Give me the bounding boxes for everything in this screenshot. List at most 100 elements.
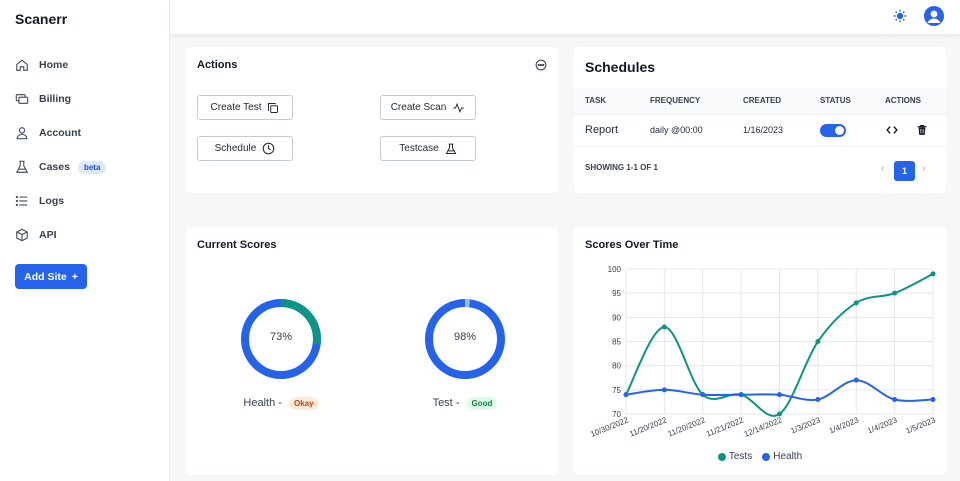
testcase-button[interactable]: Testcase: [380, 136, 476, 161]
next-page-button[interactable]: ›: [922, 163, 926, 174]
data-point-tests: [777, 411, 782, 417]
y-tick-label: 85: [612, 338, 621, 347]
sidebar-item-billing[interactable]: Billing: [0, 82, 170, 116]
trash-icon[interactable]: [916, 124, 928, 136]
legend-item-health[interactable]: Health: [762, 451, 802, 462]
actions-title: Actions: [197, 59, 238, 71]
x-tick-label: 12/14/2022: [743, 415, 784, 439]
cube-icon: [16, 228, 28, 242]
schedules-title: Schedules: [585, 59, 656, 75]
test-score-donut: [425, 299, 505, 379]
current-scores-title: Current Scores: [197, 239, 277, 251]
x-tick-label: 11/21/2022: [705, 415, 745, 438]
chart-title: Scores Over Time: [585, 239, 679, 251]
status-toggle[interactable]: [820, 123, 846, 137]
status-cell: [820, 114, 885, 147]
sidebar-item-account[interactable]: Account: [0, 116, 170, 150]
column-header-task: TASK: [574, 88, 650, 115]
flask-icon: [445, 143, 457, 154]
y-tick-label: 95: [612, 289, 621, 298]
y-tick-label: 80: [612, 362, 621, 371]
data-point-health: [623, 392, 629, 398]
data-point-tests: [661, 324, 667, 330]
user-avatar-icon[interactable]: [924, 6, 944, 26]
task-cell: Report: [574, 114, 650, 147]
data-point-health: [661, 387, 667, 393]
create-scan-label: Create Scan: [390, 102, 447, 113]
test-score-segment: [425, 299, 505, 379]
y-tick-label: 100: [608, 265, 622, 274]
pagination-summary: SHOWING 1-1 OF 1: [585, 163, 658, 172]
sidebar-item-logs[interactable]: Logs: [0, 184, 170, 218]
x-tick-label: 11/20/2022: [667, 415, 707, 438]
x-tick-label: 1/4/2023: [828, 415, 861, 435]
health-score-caption: Health - Okay: [206, 397, 356, 410]
actions-card: Actions Create Test Create Scan Schedule…: [186, 47, 558, 193]
legend-label-tests: Tests: [728, 451, 753, 462]
sidebar-item-api[interactable]: API: [0, 218, 170, 252]
y-tick-label: 70: [612, 410, 621, 419]
more-options-icon[interactable]: [535, 59, 547, 71]
legend-item-tests[interactable]: Tests: [717, 451, 753, 462]
scores-line-chart: 70758085909510010/30/202211/20/202211/20…: [589, 265, 937, 439]
user-icon: [16, 127, 28, 140]
data-point-health: [815, 397, 821, 402]
code-icon[interactable]: [885, 124, 899, 136]
x-tick-label: 11/20/2022: [628, 415, 668, 438]
sidebar-item-label: Logs: [39, 195, 65, 207]
data-point-health: [777, 392, 782, 398]
x-tick-label: 1/4/2023: [866, 415, 899, 435]
data-point-health: [700, 392, 706, 398]
create-scan-button[interactable]: Create Scan: [380, 95, 476, 120]
x-tick-label: 10/30/2022: [589, 415, 630, 439]
add-site-label: Add Site: [24, 270, 67, 283]
column-header-frequency: FREQUENCY: [650, 88, 743, 115]
legend-label-health: Health: [773, 451, 803, 462]
sidebar-item-label: Home: [39, 59, 69, 71]
sidebar: Scanerr Home Billing Account Cases beta …: [0, 0, 170, 481]
legend-swatch-health: [762, 452, 771, 461]
x-tick-label: 1/3/2023: [789, 415, 822, 435]
health-score-value: 73%: [269, 331, 293, 343]
frequency-cell: daily @00:00: [650, 114, 743, 147]
page-1-button[interactable]: 1: [894, 161, 915, 181]
brand-logo[interactable]: Scanerr: [15, 11, 68, 27]
clock-icon: [263, 142, 275, 155]
sidebar-item-label: Account: [39, 127, 81, 139]
test-status-badge: Good: [466, 397, 498, 410]
testcase-label: Testcase: [399, 143, 439, 154]
column-header-created: CREATED: [743, 88, 820, 115]
beta-badge: beta: [77, 160, 107, 174]
data-point-health: [738, 392, 744, 398]
sidebar-item-label: Cases: [39, 161, 70, 173]
created-cell: 1/16/2023: [743, 114, 820, 147]
table-header-row: TASK FREQUENCY CREATED STATUS ACTIONS: [574, 88, 946, 115]
test-score-value: 98%: [453, 331, 477, 343]
test-score-caption: Test - Good: [390, 397, 540, 410]
sidebar-nav: Home Billing Account Cases beta Logs API: [0, 48, 170, 252]
data-point-tests: [930, 271, 936, 277]
schedules-table: TASK FREQUENCY CREATED STATUS ACTIONS Re…: [574, 88, 946, 147]
add-site-button[interactable]: Add Site +: [15, 264, 87, 289]
y-tick-label: 90: [612, 313, 621, 322]
actions-cell: [885, 114, 946, 147]
prev-page-button[interactable]: ‹: [881, 163, 885, 174]
create-test-button[interactable]: Create Test: [197, 95, 293, 120]
sidebar-item-home[interactable]: Home: [0, 48, 170, 82]
top-bar: [170, 0, 960, 34]
create-test-label: Create Test: [210, 102, 262, 113]
legend-swatch-tests: [717, 452, 726, 461]
schedule-button[interactable]: Schedule: [197, 136, 293, 161]
flask-icon: [15, 160, 29, 173]
chart-legend: Tests Health: [574, 451, 946, 462]
table-row: Report daily @00:00 1/16/2023: [574, 114, 946, 147]
sidebar-item-label: Billing: [39, 93, 72, 105]
sidebar-item-cases[interactable]: Cases beta: [0, 150, 170, 184]
schedule-label: Schedule: [214, 143, 257, 154]
health-score-name: Health -: [243, 397, 282, 409]
activity-icon: [453, 102, 465, 113]
column-header-actions: ACTIONS: [885, 88, 946, 115]
health-status-badge: Okay: [289, 397, 319, 410]
health-score-segment: [241, 299, 321, 379]
sun-icon[interactable]: [893, 9, 907, 23]
